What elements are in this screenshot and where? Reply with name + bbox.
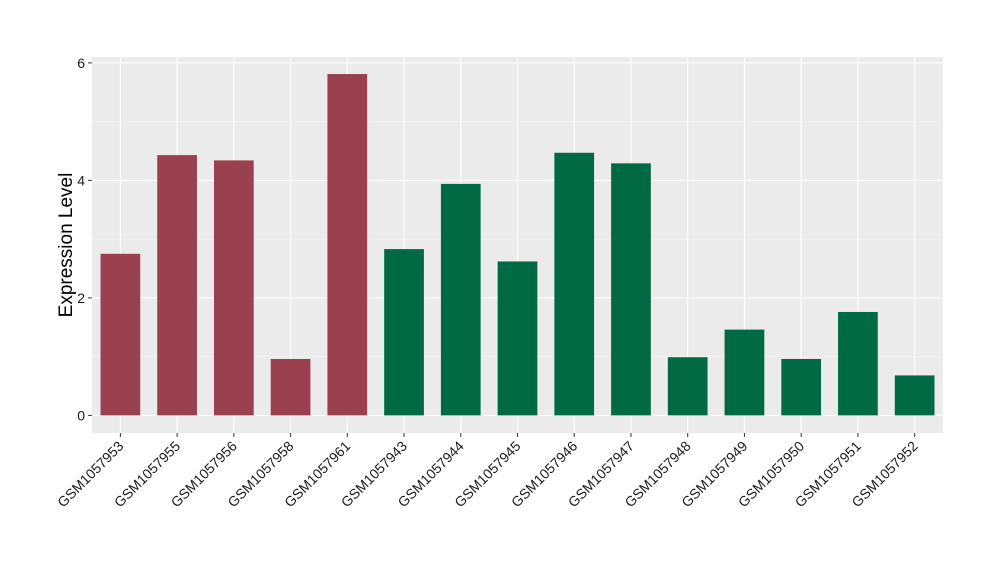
y-tick-label: 6 (77, 55, 85, 71)
y-axis-title: Expression Level (56, 173, 77, 318)
bars (100, 74, 935, 416)
bar-GSM1057947 (611, 163, 651, 416)
bar-GSM1057943 (384, 249, 424, 416)
bar-GSM1057948 (667, 357, 708, 416)
bar-GSM1057944 (440, 183, 481, 416)
bar-GSM1057956 (213, 160, 254, 416)
bar-GSM1057949 (724, 329, 765, 416)
bar-GSM1057950 (781, 358, 822, 416)
bar-GSM1057951 (838, 311, 878, 416)
y-tick-label: 2 (77, 290, 85, 306)
y-axis: 0 2 4 6 (77, 55, 92, 423)
y-tick-label: 0 (77, 407, 85, 423)
bar-GSM1057953 (100, 253, 141, 416)
y-tick-label: 4 (77, 172, 85, 188)
bar-GSM1057958 (270, 358, 311, 416)
x-axis: GSM1057953GSM1057955GSM1057956GSM1057958… (54, 433, 921, 510)
bar-GSM1057945 (497, 261, 538, 416)
bar-GSM1057961 (327, 74, 368, 416)
bar-GSM1057952 (894, 375, 935, 416)
bar-GSM1057946 (554, 152, 595, 416)
bar-GSM1057955 (157, 155, 197, 416)
